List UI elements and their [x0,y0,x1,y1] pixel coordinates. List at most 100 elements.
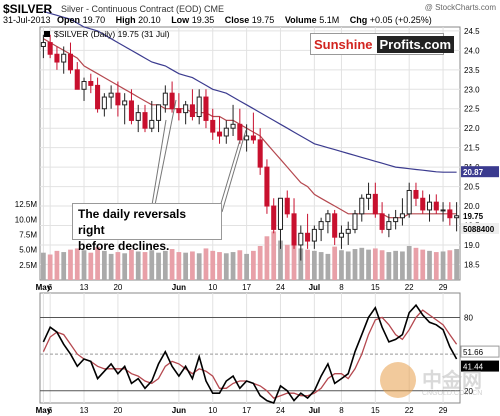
candle-body [318,221,324,230]
volume-tick-label: 10.0M [15,215,38,224]
chart-subtitle: Silver - Continuous Contract (EOD) CME [61,4,225,14]
candle-body [223,127,229,137]
candle-body [298,232,304,246]
candle-body [61,53,67,63]
candle-body [352,213,358,230]
x-tick-label: 6 [48,283,53,292]
close-label: Close [224,15,250,25]
volume-bar [352,249,358,280]
volume-bar [47,254,53,280]
volume-bar [305,249,310,280]
x-tick-label: Jul [309,283,321,292]
stoch-x-tick-label: Jul [309,406,321,415]
credit-link[interactable]: @ StockCharts.com [424,3,496,12]
x-tick-label: Jun [172,283,186,292]
volume-bar [345,251,351,280]
volume-bar [420,249,426,280]
callout-line2: before declines. [78,239,170,253]
volume-bar [440,251,446,280]
volume-tick-label: 5.0M [19,246,37,255]
volume-bar [190,251,195,280]
candle-body [244,135,250,141]
volume-bar [149,250,155,280]
volume-bar [95,247,100,280]
x-tick-label: 15 [371,283,380,292]
stoch-tick-label: 80 [464,313,473,322]
stoch-x-tick-label: 6 [48,406,53,415]
candle-body [325,213,331,223]
volume-bar [183,252,189,280]
stoch-k-tag: 41.44 [463,363,484,372]
candle-body [271,205,277,230]
candle-body [149,119,155,129]
volume-bar [115,252,121,280]
candle-body [189,104,195,118]
stoch-k-line [42,303,458,405]
price-tick-label: 18.5 [464,260,480,269]
volume-value: 5.1M [319,15,340,25]
stoch-x-tick-label: 20 [113,406,122,415]
candle-body [284,197,290,215]
callout-line1: The daily reversals right [78,207,187,237]
close-last-tag: 19.75 [463,212,484,221]
low-value: 19.35 [191,15,215,25]
candle-body [156,104,162,121]
candle-body [338,232,344,238]
volume-bar [237,250,243,280]
high-value: 20.10 [138,15,161,25]
volume-bar [447,250,453,280]
price-tick-label: 22.0 [464,124,480,133]
chg-label: Chg [349,15,368,25]
stoch-x-tick-label: 17 [242,406,251,415]
candle-body [359,197,365,215]
candle-body [250,135,256,141]
watermark-subtext: CNGOLD.COM.CN [422,390,483,397]
date-value: 31-Jul-2013 [3,15,51,25]
candle-body [447,209,453,219]
volume-bar [156,252,161,280]
volume-bar [366,249,371,280]
price-tick-label: 20.5 [464,183,480,192]
volume-bar [176,252,182,280]
volume-bar [74,248,80,280]
volume-bar [291,238,297,280]
close-value: 19.75 [251,15,275,25]
volume-bar [332,246,338,280]
candle-body [135,112,141,121]
stoch-tick-label: 20 [464,387,473,396]
volume-label: Volume [284,15,317,25]
volume-bar [129,249,134,280]
ma-long-last-tag-bg [461,166,499,178]
candle-body [142,112,148,129]
x-tick-label: May [36,283,52,292]
volume-bar [196,253,202,280]
stoch-x-tick-label: 22 [405,406,414,415]
volume-bar [406,246,412,280]
candle-body [74,69,80,90]
candle-body [216,131,223,137]
candle-body [169,92,175,110]
price-legend-label: $SILVER (Daily) 19.75 (31 Jul) [54,29,170,39]
volume-bar [257,246,263,280]
volume-bar [264,236,270,280]
volume-bar [372,248,378,280]
candle-body [379,213,385,230]
candle-body [47,42,53,55]
candle-body [40,42,46,47]
candle-body [291,213,297,246]
volume-bar [311,250,317,280]
moving-average-long-line [43,10,457,173]
candle-body [108,92,114,98]
volume-bar [230,252,236,280]
annotation-callout: The daily reversals right before decline… [72,203,222,253]
candle-body [196,96,202,118]
x-tick-label: 17 [242,283,251,292]
watermark-logo: 中金网 CNGOLD.COM.CN [380,360,490,412]
volume-bar [101,250,107,280]
stoch-x-tick-label: 29 [439,406,448,415]
candle-body [372,193,378,215]
volume-bar [108,253,114,280]
volume-bar [454,249,459,280]
volume-bar [284,244,290,280]
